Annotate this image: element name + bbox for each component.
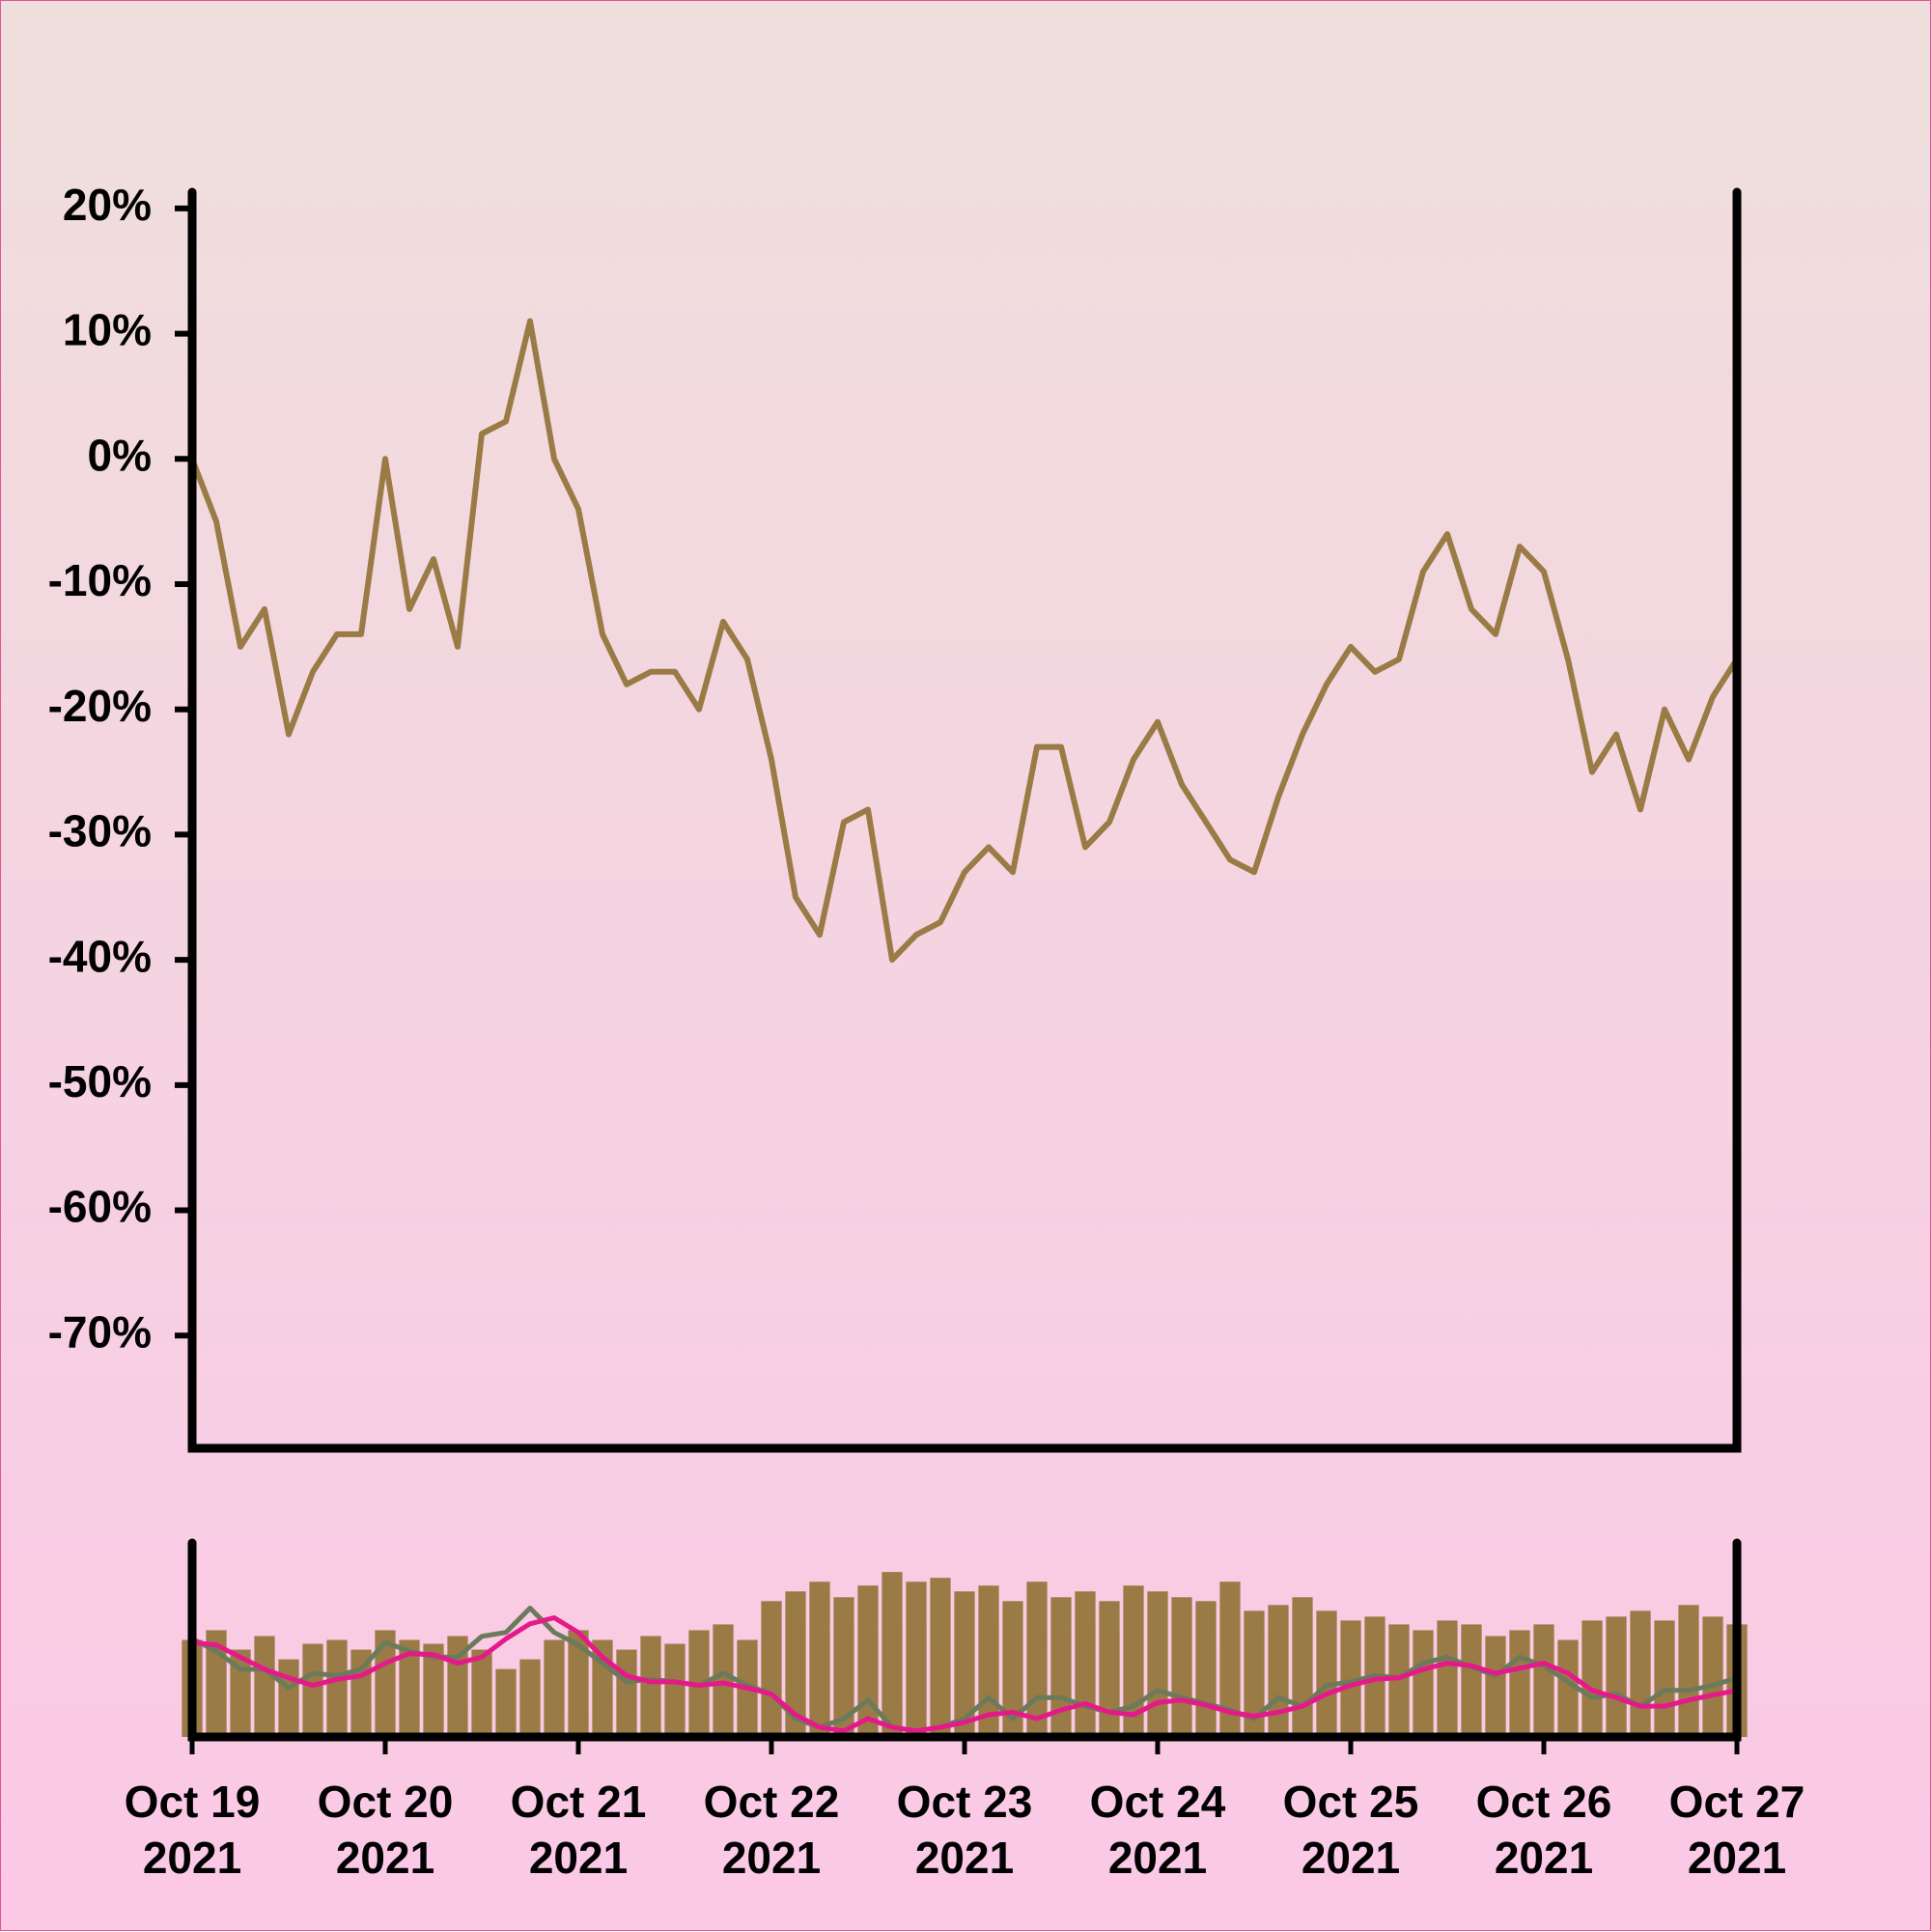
- volume-bar: [278, 1659, 299, 1737]
- volume-bar: [423, 1643, 444, 1737]
- volume-bar: [399, 1639, 420, 1737]
- volume-bar: [544, 1639, 565, 1737]
- volume-bar: [1050, 1597, 1072, 1737]
- axis-frame: [187, 1538, 1742, 1742]
- volume-bar: [1002, 1601, 1023, 1737]
- volume-bar: [568, 1630, 589, 1737]
- volume-bar: [1678, 1605, 1699, 1737]
- y-tick-label: 20%: [63, 180, 152, 230]
- x-tick-label: Oct 23 2021: [896, 1777, 1033, 1883]
- volume-bar: [254, 1636, 275, 1737]
- y-tick-label: -30%: [48, 806, 152, 856]
- volume-bar: [326, 1639, 348, 1737]
- volume-bar: [809, 1582, 830, 1737]
- x-tick-label: Oct 24 2021: [1089, 1777, 1226, 1883]
- volume-bar: [1123, 1585, 1144, 1737]
- volume-bar: [1654, 1620, 1675, 1737]
- volume-bar: [1171, 1597, 1192, 1737]
- volume-bar: [1316, 1610, 1337, 1737]
- x-tick-label: Oct 26 2021: [1475, 1777, 1612, 1883]
- x-tick-label: Oct 25 2021: [1282, 1777, 1419, 1883]
- volume-bar: [640, 1636, 661, 1737]
- volume-bar: [519, 1659, 541, 1737]
- y-tick-label: -50%: [48, 1056, 152, 1106]
- volume-bar: [1509, 1630, 1530, 1737]
- y-tick-label: -60%: [48, 1182, 152, 1232]
- volume-bar: [1606, 1616, 1627, 1737]
- volume-bar: [1099, 1601, 1120, 1737]
- volume-bar: [495, 1668, 517, 1737]
- volume-bar: [1581, 1620, 1603, 1737]
- volume-bar: [1413, 1630, 1434, 1737]
- volume-bar: [1388, 1624, 1410, 1737]
- volume-bar: [833, 1597, 854, 1737]
- volume-bar: [1461, 1624, 1482, 1737]
- volume-bar: [954, 1591, 975, 1737]
- x-tick-label: Oct 20 2021: [317, 1777, 454, 1883]
- volume-bar: [302, 1643, 323, 1737]
- x-tick-label: Oct 22 2021: [703, 1777, 840, 1883]
- x-tick-label: Oct 21 2021: [510, 1777, 647, 1883]
- moving-average-line: [191, 1615, 1738, 1734]
- volume-bar: [1268, 1605, 1289, 1737]
- volume-bar: [1219, 1582, 1241, 1737]
- y-tick-label: -20%: [48, 681, 152, 731]
- volume-bar: [906, 1582, 927, 1737]
- volume-bar: [1292, 1597, 1313, 1737]
- volume-bar: [1630, 1610, 1651, 1737]
- volume-bar: [375, 1630, 396, 1737]
- y-tick-label: 10%: [63, 305, 152, 355]
- volume-bar: [1340, 1620, 1361, 1737]
- x-tick-label: Oct 19 2021: [124, 1777, 261, 1883]
- volume-bar: [1244, 1610, 1265, 1737]
- volume-bar: [616, 1649, 637, 1737]
- volume-bar: [785, 1591, 806, 1737]
- y-tick-label: -40%: [48, 931, 152, 981]
- volume-bar: [1533, 1624, 1554, 1737]
- volume-bar: [1147, 1591, 1168, 1737]
- volume-bar: [1485, 1636, 1506, 1737]
- volume-bar: [882, 1572, 903, 1737]
- volume-bar: [930, 1578, 951, 1737]
- volume-bar: [761, 1601, 782, 1737]
- axis-frame: [187, 187, 1742, 1453]
- volume-bar: [1437, 1620, 1458, 1737]
- x-tick-label: Oct 27 2021: [1668, 1777, 1805, 1883]
- volume-bar: [471, 1649, 492, 1737]
- volume-bar: [664, 1643, 686, 1737]
- volume-bar: [1557, 1639, 1579, 1737]
- y-tick-label: -70%: [48, 1306, 152, 1357]
- volume-bar: [1075, 1591, 1096, 1737]
- y-tick-label: -10%: [48, 555, 152, 605]
- price-line: [189, 318, 1740, 964]
- volume-bar: [1195, 1601, 1217, 1737]
- volume-bar: [857, 1585, 879, 1737]
- volume-bar: [1702, 1616, 1723, 1737]
- y-tick-label: 0%: [88, 430, 152, 480]
